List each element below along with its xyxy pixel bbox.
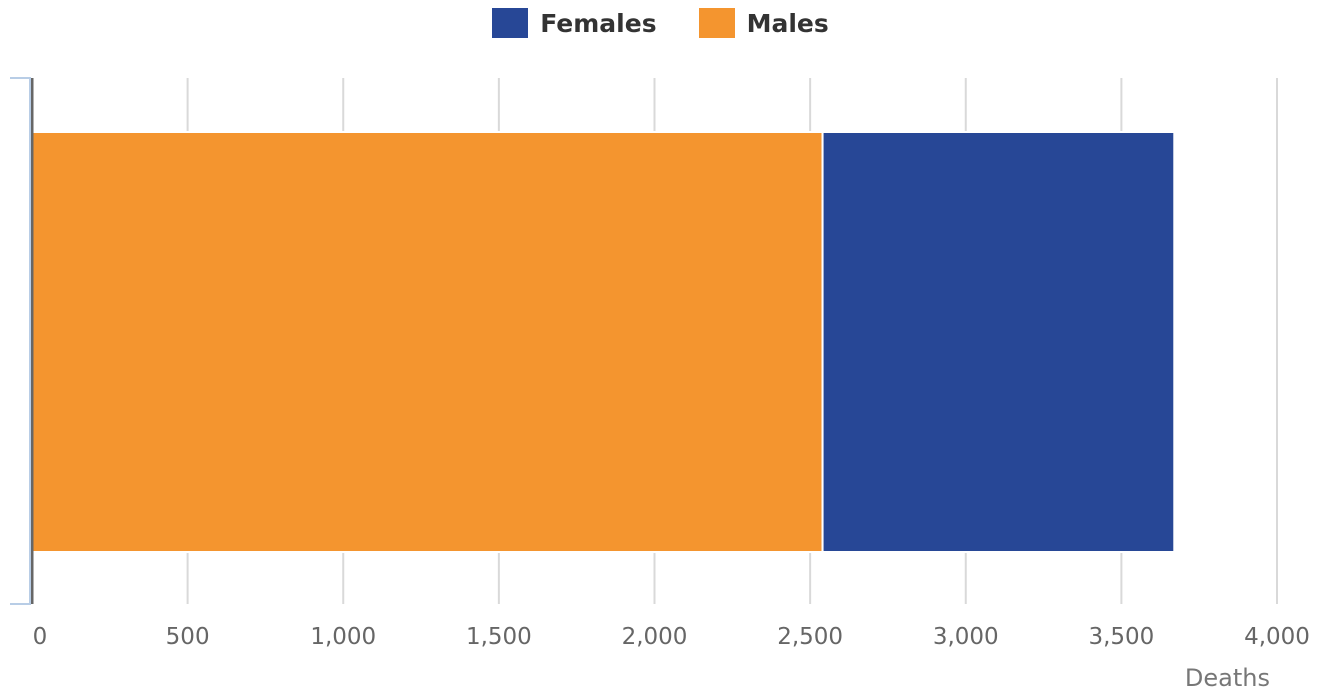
legend-item-males[interactable]: Males xyxy=(698,8,829,38)
x-tick-label: 500 xyxy=(166,624,210,650)
y-axis xyxy=(10,77,34,605)
x-tick-label: 0 xyxy=(33,624,48,650)
bar-females[interactable] xyxy=(821,131,1176,553)
bars xyxy=(31,131,1176,553)
legend-swatch xyxy=(492,8,529,38)
x-axis-tick-labels: 0 500 1,000 1,500 2,000 2,500 3,000 3,500 4,000 xyxy=(33,624,1310,650)
x-tick-label: 1,500 xyxy=(466,624,532,650)
legend-label: Males xyxy=(746,8,829,38)
category-bracket xyxy=(10,77,31,605)
bar-males[interactable] xyxy=(31,131,824,553)
x-tick-label: 1,000 xyxy=(310,624,376,650)
legend-swatch xyxy=(698,8,735,38)
legend-item-females[interactable]: Females xyxy=(492,8,657,38)
x-tick-label: 2,500 xyxy=(777,624,843,650)
x-tick-label: 3,000 xyxy=(933,624,999,650)
x-tick-label: 4,000 xyxy=(1244,624,1310,650)
legend-label: Females xyxy=(540,8,657,38)
x-axis-title: Deaths xyxy=(1185,664,1270,690)
legend: Females Males xyxy=(0,8,1321,38)
x-tick-label: 2,000 xyxy=(622,624,688,650)
x-tick-label: 3,500 xyxy=(1088,624,1154,650)
